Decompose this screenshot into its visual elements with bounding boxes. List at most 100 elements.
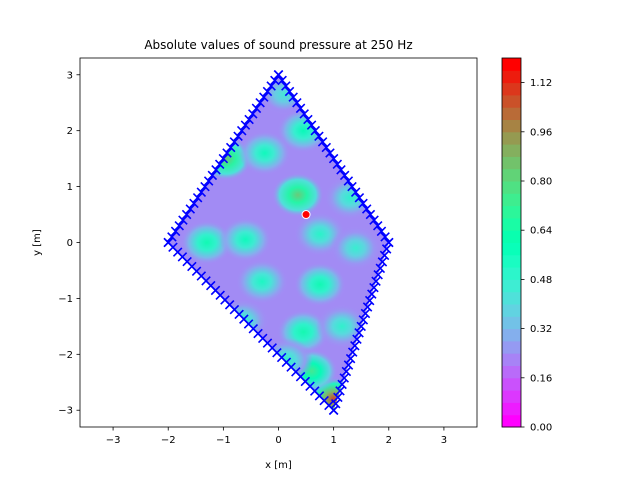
boundary-marker <box>189 198 199 209</box>
boundary-marker <box>248 109 258 119</box>
boundary-marker <box>270 75 280 86</box>
boundary-marker <box>381 244 392 254</box>
x-tick-label: 0 <box>275 435 281 446</box>
boundary-marker <box>376 226 387 237</box>
boundary-marker <box>233 131 243 142</box>
boundary-markers <box>163 70 394 415</box>
boundary-marker <box>360 308 371 319</box>
boundary-marker <box>251 103 262 114</box>
boundary-marker <box>328 153 339 164</box>
boundary-marker <box>371 276 381 286</box>
colorbar-band <box>502 58 521 71</box>
boundary-marker <box>295 103 306 114</box>
boundary-marker <box>365 209 376 220</box>
field-hotspot <box>271 172 324 217</box>
colorbar-bands <box>502 58 521 428</box>
y-tick-label: −1 <box>58 294 73 305</box>
colorbar-band <box>502 316 521 330</box>
boundary-marker <box>207 170 218 181</box>
boundary-marker <box>343 176 354 186</box>
boundary-marker <box>203 176 214 186</box>
boundary-marker <box>330 399 341 409</box>
source-point <box>301 210 311 220</box>
colorbar-band <box>502 230 521 243</box>
colorbar-band <box>502 242 521 256</box>
boundary-marker <box>222 148 232 158</box>
boundary-marker <box>336 165 346 175</box>
x-tick-label: 1 <box>330 435 336 446</box>
field-hotspot <box>293 262 346 307</box>
boundary-marker <box>332 159 343 169</box>
colorbar-band <box>502 304 521 317</box>
colorbar-band <box>502 328 521 342</box>
boundary-marker <box>361 204 372 214</box>
boundary-marker <box>314 131 324 142</box>
boundary-marker <box>369 282 379 293</box>
colorbar-band <box>502 193 521 207</box>
boundary-marker <box>273 70 284 80</box>
boundary-marker <box>356 321 366 332</box>
boundary-marker <box>358 315 369 325</box>
colorbar-band <box>502 390 521 403</box>
colorbar-tick-label: 0.80 <box>530 177 552 188</box>
colorbar-band <box>502 168 521 182</box>
boundary-marker <box>380 232 390 242</box>
boundary-marker <box>262 86 273 97</box>
colorbar-band <box>502 131 521 145</box>
x-tick-label: 2 <box>386 435 392 446</box>
boundary-marker <box>306 120 317 130</box>
boundary-marker <box>367 289 377 299</box>
boundary-marker <box>255 97 265 108</box>
boundary-marker <box>292 97 302 108</box>
boundary-marker <box>259 92 269 102</box>
colorbar-frame <box>501 57 522 428</box>
y-tick-label: −2 <box>58 350 73 361</box>
boundary-marker <box>218 153 229 164</box>
boundary-marker <box>377 257 388 267</box>
boundary-marker <box>362 302 373 312</box>
boundary-marker <box>200 181 210 192</box>
x-tick-label: −3 <box>106 435 121 446</box>
boundary-marker <box>379 250 390 261</box>
boundary-marker <box>277 75 287 86</box>
colorbar-tick-label: 0.16 <box>530 373 552 384</box>
boundary-marker <box>339 170 350 181</box>
boundary-marker <box>211 165 221 175</box>
colorbar-tick-label: 1.12 <box>530 78 552 89</box>
boundary-marker <box>384 237 394 248</box>
colorbar-band <box>502 82 521 96</box>
boundary-marker <box>354 193 365 203</box>
colorbar-band <box>502 279 521 293</box>
boundary-marker <box>167 232 177 242</box>
colorbar-band <box>502 267 521 280</box>
boundary-marker <box>244 114 254 125</box>
boundary-marker <box>333 392 343 403</box>
boundary-marker <box>343 360 354 370</box>
colorbar-band <box>502 144 521 157</box>
colorbar-band <box>502 291 521 305</box>
colorbar-band <box>502 181 521 194</box>
y-tick-label: −3 <box>58 406 73 417</box>
colorbar-tick-label: 0.64 <box>530 226 552 237</box>
boundary-marker <box>350 187 361 197</box>
colorbar-band <box>502 340 521 354</box>
boundary-marker <box>339 373 350 383</box>
colorbar-band <box>502 119 521 133</box>
boundary-marker <box>321 142 332 153</box>
boundary-marker <box>281 81 291 91</box>
boundary-marker <box>214 159 225 169</box>
boundary-marker <box>350 340 360 351</box>
x-axis-label: x [m] <box>265 460 292 471</box>
field-hotspot <box>219 217 272 262</box>
boundary-marker <box>303 114 313 125</box>
colorbar-band <box>502 205 521 219</box>
x-tick-label: 3 <box>441 435 447 446</box>
boundary-marker <box>317 137 328 147</box>
boundary-marker <box>345 353 356 364</box>
y-axis-label: y [m] <box>32 229 43 256</box>
boundary-marker <box>192 193 203 203</box>
field-hotspot <box>235 259 288 304</box>
colorbar-band <box>502 70 521 84</box>
colorbar: 0.00 0.16 0.32 0.48 0.64 0.80 0.96 1.12 <box>501 57 552 434</box>
boundary-marker <box>358 198 368 209</box>
